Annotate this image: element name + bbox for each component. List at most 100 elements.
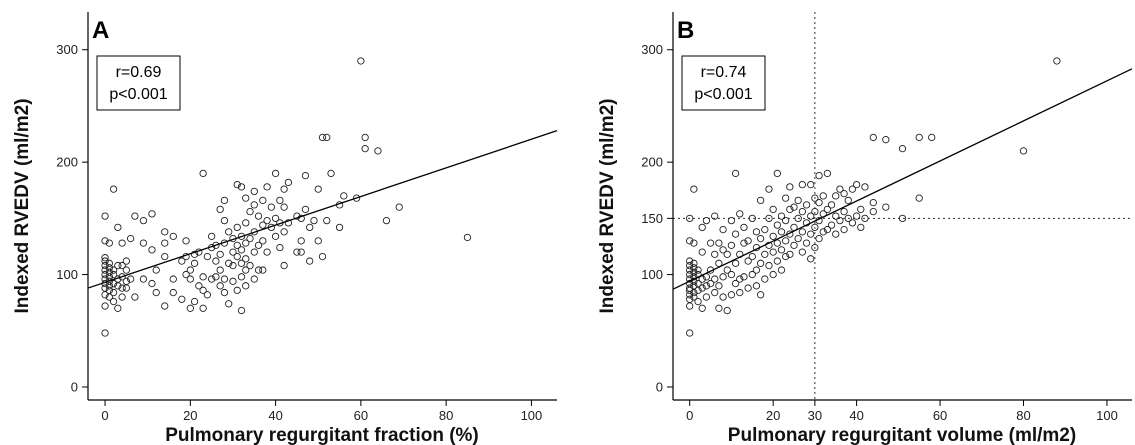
data-point: [819, 228, 827, 236]
data-point: [335, 223, 344, 232]
data-point: [836, 216, 844, 225]
data-point: [1019, 147, 1028, 155]
data-point: [727, 241, 736, 249]
data-point: [786, 205, 794, 214]
data-point: [777, 212, 786, 220]
data-point: [190, 297, 199, 306]
data-point: [148, 246, 156, 254]
data-point: [869, 198, 877, 207]
data-point: [101, 254, 109, 262]
data-point: [126, 275, 135, 283]
data-point: [690, 282, 698, 290]
data-point: [686, 284, 694, 292]
data-point: [169, 288, 177, 297]
data-point: [686, 295, 694, 303]
x-axis-title: Pulmonary regurgitant volume (ml/m2): [728, 425, 1076, 445]
data-point: [242, 282, 250, 290]
chart-panel-b: 0 100 150 200 300 0 20 30 40 60 80 100 Pulmonary reg…: [597, 12, 1133, 445]
data-point: [827, 221, 836, 229]
data-point: [690, 239, 698, 247]
data-point: [271, 232, 280, 241]
data-point: [340, 192, 348, 200]
data-point: [731, 259, 740, 267]
data-point: [242, 266, 250, 274]
data-point: [229, 248, 237, 256]
x-tick-label: 20: [183, 408, 197, 423]
data-point: [777, 246, 786, 254]
data-point: [756, 259, 765, 267]
data-point: [844, 214, 852, 223]
data-point: [773, 239, 781, 247]
data-point: [686, 261, 694, 270]
data-point: [794, 234, 802, 243]
data-point: [357, 57, 365, 65]
data-point: [882, 203, 890, 211]
data-point: [250, 275, 258, 283]
data-point: [109, 185, 118, 193]
data-point: [752, 266, 761, 274]
data-point: [254, 266, 263, 274]
data-point: [114, 261, 122, 270]
data-point: [811, 207, 819, 216]
data-point: [777, 228, 786, 236]
data-point: [323, 216, 331, 225]
data-point: [280, 261, 288, 270]
data-point: [216, 205, 224, 214]
data-point: [798, 248, 807, 256]
data-point: [126, 234, 135, 243]
data-point: [690, 293, 698, 301]
data-point: [1053, 57, 1061, 65]
data-point: [237, 232, 246, 241]
data-point: [748, 214, 756, 223]
data-point: [765, 214, 773, 223]
data-point: [233, 286, 241, 294]
data-point: [276, 196, 284, 205]
data-point: [740, 273, 748, 281]
data-point: [861, 214, 869, 223]
data-point: [199, 286, 207, 294]
data-point: [807, 255, 815, 263]
data-point: [744, 237, 752, 245]
data-point: [195, 282, 203, 290]
data-point: [786, 250, 794, 258]
x-tick-label: 40: [849, 408, 863, 423]
chart-panel-a: 0 100 200 300 0 20 40 60 80 100 Pulmonary regurgit…: [12, 12, 558, 445]
data-point: [220, 288, 229, 297]
data-point: [306, 257, 314, 265]
data-point: [773, 169, 781, 178]
data-point: [101, 237, 109, 245]
data-point: [105, 282, 113, 290]
data-point: [786, 183, 794, 191]
data-point: [216, 282, 224, 290]
data-point: [220, 216, 229, 225]
data-point: [928, 133, 936, 142]
data-point: [293, 248, 301, 256]
data-point: [869, 133, 877, 142]
data-point: [819, 192, 827, 200]
data-point: [744, 257, 752, 265]
data-point: [101, 284, 109, 292]
x-tick-label: 100: [521, 408, 543, 423]
data-point: [731, 169, 740, 178]
data-point: [711, 275, 719, 283]
data-point: [836, 185, 844, 193]
data-point: [284, 219, 293, 227]
data-point: [719, 246, 727, 254]
data-point: [276, 243, 284, 252]
data-point: [161, 302, 169, 310]
data-point: [773, 221, 781, 229]
data-point: [794, 214, 802, 223]
data-point: [782, 237, 790, 245]
data-point: [898, 214, 907, 223]
data-point: [361, 145, 369, 153]
stats-box: [681, 55, 766, 111]
data-point: [740, 223, 748, 232]
data-point: [233, 180, 241, 189]
data-point: [233, 223, 241, 232]
data-point: [118, 261, 126, 270]
data-point: [225, 259, 233, 267]
data-point: [811, 194, 819, 202]
data-point: [207, 232, 216, 241]
data-point: [105, 264, 113, 272]
data-point: [233, 252, 241, 261]
